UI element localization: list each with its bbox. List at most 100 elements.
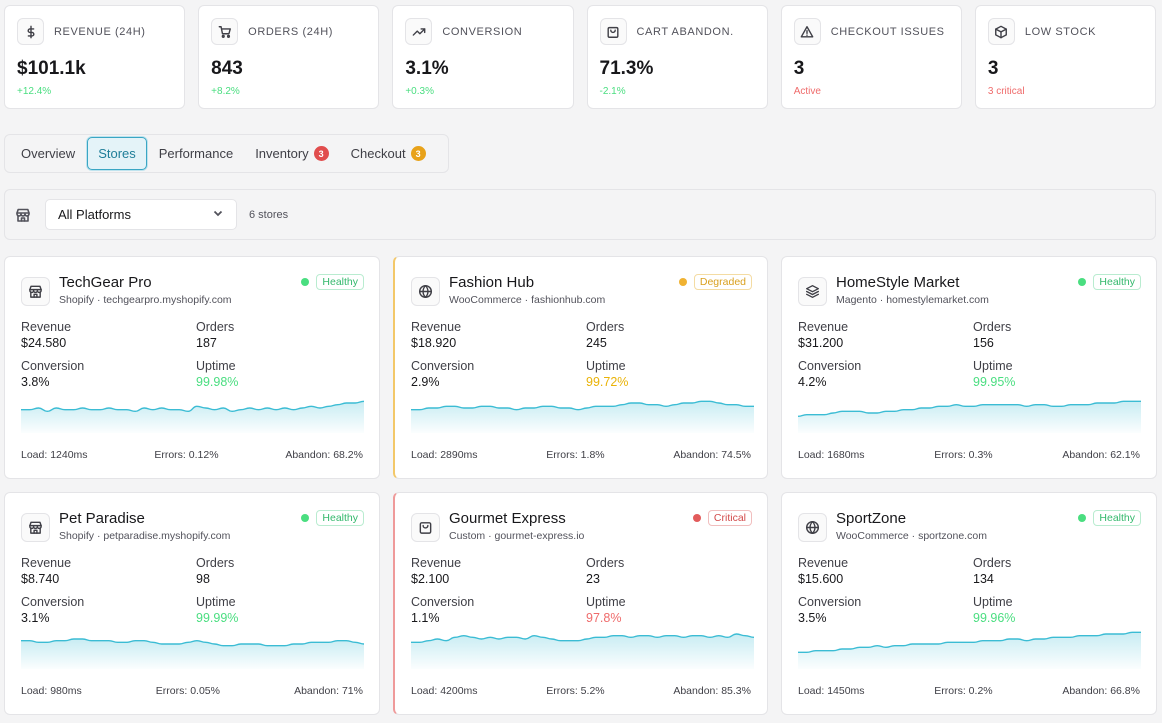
tab-label: Checkout xyxy=(350,146,406,161)
trend-sparkline xyxy=(411,633,755,669)
sparkline-line xyxy=(411,400,754,411)
status-indicator: Healthy xyxy=(301,274,364,290)
revenue-value: $18.920 xyxy=(411,336,457,350)
trend-sparkline xyxy=(411,399,754,433)
store-card[interactable]: HomeStyle Market Magento · homestylemark… xyxy=(781,256,1157,479)
orders-value: 23 xyxy=(586,572,600,586)
orders-label: Orders xyxy=(973,320,1012,334)
kpi-value: $101.1k xyxy=(17,58,86,79)
tab-bar: Overview Stores Performance Inventory 3 C… xyxy=(4,134,449,173)
uptime-label: Uptime xyxy=(586,595,626,609)
store-count: 6 stores xyxy=(249,208,289,221)
revenue-value: $31.200 xyxy=(798,336,844,350)
store-platform-domain: WooCommerce · fashionhub.com xyxy=(449,294,606,306)
load-time: Load: 1450ms xyxy=(798,685,865,697)
store-platform-domain: Shopify · techgearpro.myshopify.com xyxy=(59,294,232,306)
store-card[interactable]: Gourmet Express Custom · gourmet-express… xyxy=(393,492,768,715)
conversion-value: 3.8% xyxy=(21,375,50,389)
load-time: Load: 2890ms xyxy=(411,449,478,461)
kpi-value: 3 xyxy=(987,58,999,79)
trend-sparkline xyxy=(21,399,365,433)
layers-icon xyxy=(798,277,827,306)
chevron-down-icon xyxy=(212,207,224,222)
abandon-rate: Abandon: 62.1% xyxy=(1062,449,1140,461)
kpi-value: 3 xyxy=(793,58,805,79)
kpi-value: 843 xyxy=(211,58,243,79)
status-dot xyxy=(1078,514,1087,522)
kpi-card-orders: ORDERS (24H) 843 +8.2% xyxy=(198,5,380,109)
abandon-rate: Abandon: 85.3% xyxy=(673,685,751,697)
tab-overview[interactable]: Overview xyxy=(11,137,85,170)
kpi-label: ORDERS (24H) xyxy=(248,25,333,38)
store-card[interactable]: TechGear Pro Shopify · techgearpro.mysho… xyxy=(4,256,380,479)
uptime-value: 99.99% xyxy=(196,611,239,625)
platform-select-value: All Platforms xyxy=(58,207,131,222)
store-card[interactable]: Fashion Hub WooCommerce · fashionhub.com… xyxy=(393,256,768,479)
platform-select[interactable]: All Platforms xyxy=(45,199,237,230)
kpi-card-cart-abandon: CART ABANDON. 71.3% -2.1% xyxy=(586,5,768,109)
store-name: TechGear Pro xyxy=(59,274,152,291)
kpi-label: REVENUE (24H) xyxy=(54,25,146,38)
kpi-change: +0.3% xyxy=(405,86,434,97)
status-dot xyxy=(301,514,310,522)
filter-bar: All Platforms 6 stores xyxy=(4,189,1156,240)
status-dot xyxy=(678,278,687,286)
conversion-label: Conversion xyxy=(798,595,862,609)
revenue-label: Revenue xyxy=(798,320,849,334)
alert-triangle-icon xyxy=(793,18,821,45)
error-rate: Errors: 0.12% xyxy=(154,449,219,461)
kpi-change: -2.1% xyxy=(599,86,626,97)
abandon-rate: Abandon: 66.8% xyxy=(1062,685,1140,697)
tab-label: Overview xyxy=(21,146,76,161)
status-badge: Healthy xyxy=(1093,510,1141,526)
sparkline-area xyxy=(798,401,1141,433)
kpi-label: LOW STOCK xyxy=(1024,25,1097,38)
uptime-label: Uptime xyxy=(586,359,626,373)
store-card[interactable]: Pet Paradise Shopify · petparadise.mysho… xyxy=(4,492,380,715)
store-name: Gourmet Express xyxy=(449,510,566,527)
store-name: SportZone xyxy=(836,510,907,527)
conversion-label: Conversion xyxy=(411,359,475,373)
store-icon xyxy=(21,277,50,306)
sparkline-area xyxy=(411,634,754,669)
shopping-bag-icon xyxy=(599,18,627,45)
kpi-card-checkout-issues: CHECKOUT ISSUES 3 Active xyxy=(780,5,962,109)
sparkline-area xyxy=(21,639,364,669)
orders-value: 98 xyxy=(196,572,210,586)
revenue-label: Revenue xyxy=(411,556,462,570)
tab-stores[interactable]: Stores xyxy=(87,137,147,170)
conversion-value: 1.1% xyxy=(411,611,440,625)
sparkline-area xyxy=(798,632,1141,669)
error-rate: Errors: 1.8% xyxy=(546,449,605,461)
sparkline-line xyxy=(21,400,365,413)
load-time: Load: 980ms xyxy=(21,685,82,697)
store-grid: TechGear Pro Shopify · techgearpro.mysho… xyxy=(4,256,1157,715)
conversion-label: Conversion xyxy=(798,359,862,373)
store-card[interactable]: SportZone WooCommerce · sportzone.com He… xyxy=(781,492,1157,715)
trending-up-icon xyxy=(405,18,433,45)
tab-label: Performance xyxy=(158,146,234,161)
kpi-row: REVENUE (24H) $101.1k +12.4% ORDERS (24H… xyxy=(4,5,1157,109)
store-icon xyxy=(21,513,50,542)
tab-performance[interactable]: Performance xyxy=(149,137,243,170)
orders-label: Orders xyxy=(196,320,235,334)
uptime-value: 99.72% xyxy=(586,375,629,389)
store-icon xyxy=(15,207,31,223)
sparkline-area xyxy=(411,401,754,433)
tab-checkout[interactable]: Checkout 3 xyxy=(341,137,436,170)
trend-sparkline xyxy=(21,635,365,669)
status-dot xyxy=(1078,278,1087,286)
status-dot xyxy=(301,278,310,286)
uptime-label: Uptime xyxy=(973,359,1013,373)
sparkline-area xyxy=(21,401,364,433)
kpi-label: CART ABANDON. xyxy=(636,25,734,38)
conversion-label: Conversion xyxy=(411,595,475,609)
store-platform-domain: Shopify · petparadise.myshopify.com xyxy=(59,530,231,542)
trend-sparkline xyxy=(797,399,1141,433)
revenue-label: Revenue xyxy=(798,556,849,570)
orders-value: 245 xyxy=(586,336,607,350)
globe-icon xyxy=(411,277,440,306)
sparkline-line xyxy=(798,631,1141,653)
kpi-change: +12.4% xyxy=(17,86,52,97)
tab-inventory[interactable]: Inventory 3 xyxy=(245,137,338,170)
